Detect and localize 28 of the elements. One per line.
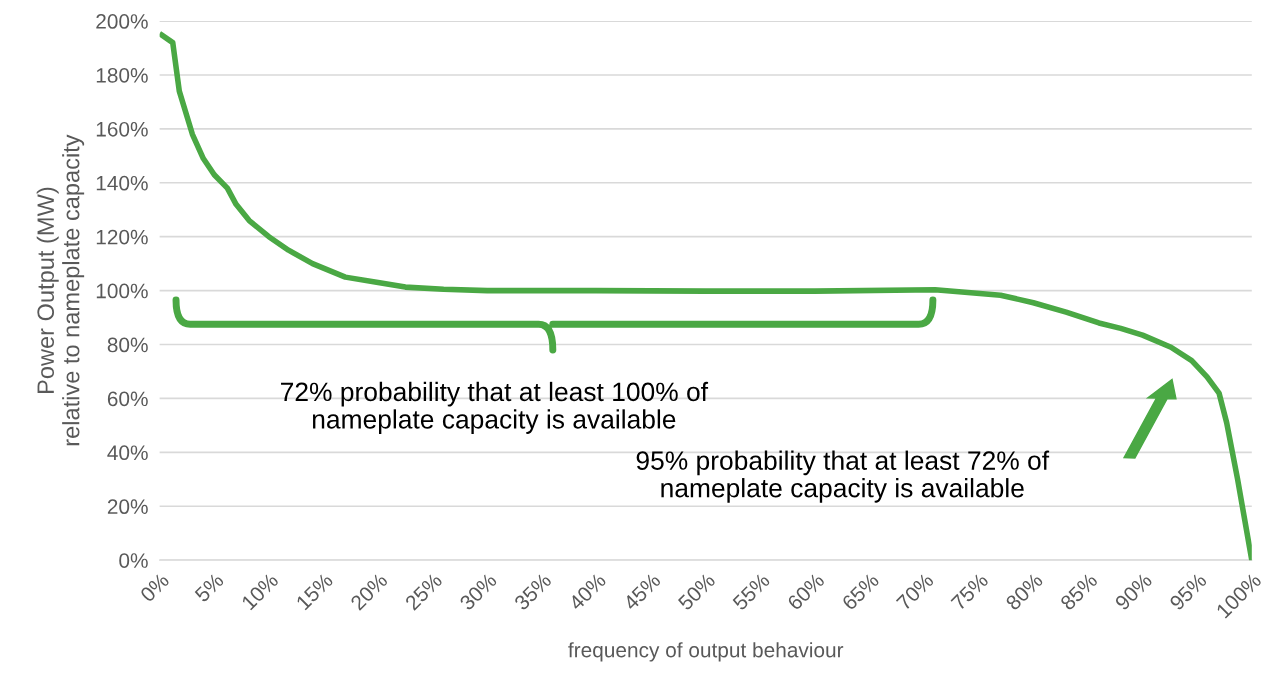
x-tick-label: 30%: [458, 572, 498, 612]
x-tick-label: 40%: [567, 572, 607, 612]
x-tick-label: 0%: [139, 572, 170, 603]
y-tick-label: 60%: [107, 391, 148, 407]
y-tick-label: 40%: [107, 445, 148, 461]
x-tick-label: 80%: [1004, 572, 1044, 611]
x-tick-label: 60%: [786, 572, 826, 611]
x-tick-label: 70%: [895, 572, 935, 611]
annotation: 95% probability that at least 72% of nameplate capacity is available: [636, 450, 1050, 503]
y-tick-label: 0%: [119, 553, 148, 568]
x-tick-label: 45%: [622, 572, 662, 612]
x-tick-label: 75%: [950, 572, 990, 611]
y-tick-label: 160%: [96, 121, 148, 137]
y-tick-label: 140%: [96, 175, 148, 191]
x-tick-label: 15%: [295, 572, 334, 611]
y-tick-label: 200%: [96, 14, 148, 29]
y-tick-label: 80%: [107, 337, 148, 353]
y-axis-title: Power Output (MW) relative to nameplate capacity: [36, 134, 85, 446]
annotation: 72% probability that at least 100% of nameplate capacity is available: [281, 381, 709, 434]
y-tick-label: 120%: [96, 229, 148, 245]
y-tick-label: 100%: [96, 283, 148, 299]
y-tick-label: 20%: [107, 499, 148, 515]
x-tick-label: 65%: [841, 572, 880, 611]
y-tick-label: 180%: [96, 67, 148, 83]
x-tick-label: 5%: [194, 572, 225, 603]
x-tick-label: 95%: [1168, 572, 1208, 611]
x-tick-label: 55%: [731, 572, 771, 611]
x-axis-title: frequency of output behaviour: [568, 642, 844, 662]
